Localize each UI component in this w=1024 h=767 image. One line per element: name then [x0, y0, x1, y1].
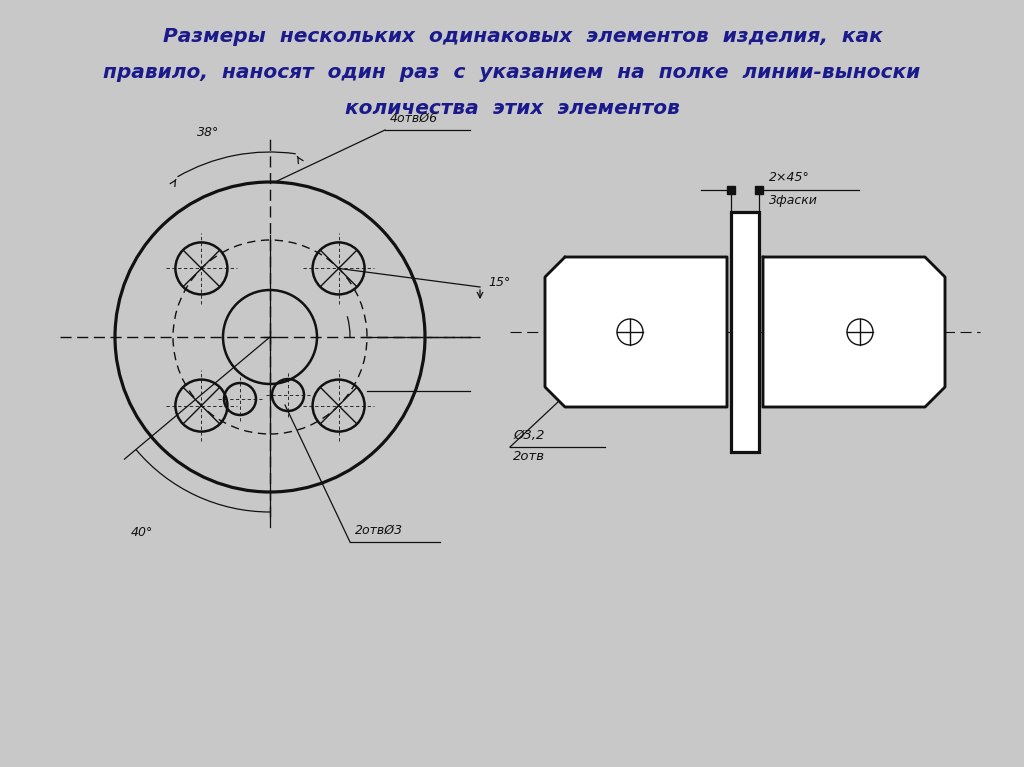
Bar	[727, 186, 735, 194]
Text: 2отвØ3: 2отвØ3	[355, 524, 403, 537]
Text: 4отвØ6: 4отвØ6	[390, 112, 438, 125]
Text: 38°: 38°	[197, 126, 219, 139]
Bar	[755, 186, 763, 194]
Text: 40°: 40°	[131, 525, 154, 538]
Text: правило,  наносят  один  раз  с  указанием  на  полке  линии-выноски: правило, наносят один раз с указанием на…	[103, 63, 921, 82]
Text: 3фаски: 3фаски	[769, 194, 818, 207]
Text: 2×45°: 2×45°	[769, 171, 810, 184]
Bar	[731, 212, 759, 452]
Polygon shape	[763, 257, 945, 407]
Text: 2отв: 2отв	[513, 450, 545, 463]
Text: Размеры  нескольких  одинаковых  элементов  изделия,  как: Размеры нескольких одинаковых элементов …	[141, 27, 883, 46]
Polygon shape	[545, 257, 727, 407]
Text: 15°: 15°	[488, 275, 510, 288]
Text: Ø3,2: Ø3,2	[513, 429, 545, 442]
Text: количества  этих  элементов: количества этих элементов	[344, 99, 680, 118]
